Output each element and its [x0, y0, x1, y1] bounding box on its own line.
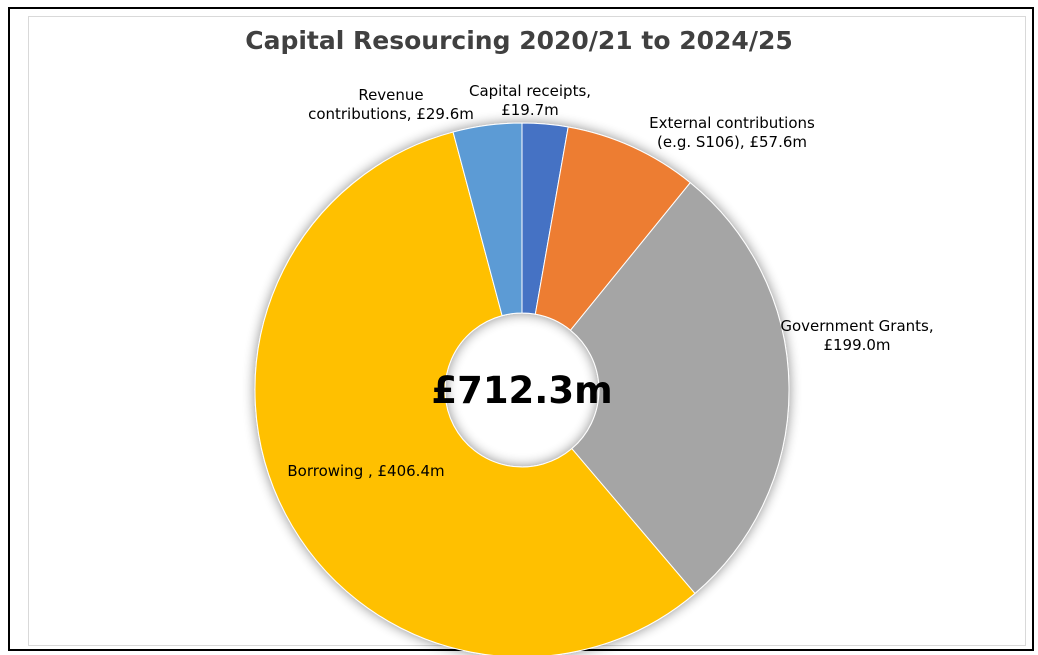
slice-revenue-contributions — [452, 122, 523, 317]
data-label-government-grants: Government Grants, £199.0m — [780, 317, 933, 354]
chart-title: Capital Resourcing 2020/21 to 2024/25 — [245, 26, 793, 55]
slice-government-grants — [569, 181, 790, 595]
data-label-revenue-contributions: Revenue contributions, £29.6m — [308, 86, 474, 123]
data-label-capital-receipts: Capital receipts, £19.7m — [469, 82, 591, 119]
data-label-external-contributions: External contributions (e.g. S106), £57.6… — [649, 114, 815, 151]
data-label-borrowing: Borrowing , £406.4m — [287, 462, 444, 480]
center-total-label: £712.3m — [431, 369, 612, 412]
slice-borrowing — [254, 131, 696, 655]
